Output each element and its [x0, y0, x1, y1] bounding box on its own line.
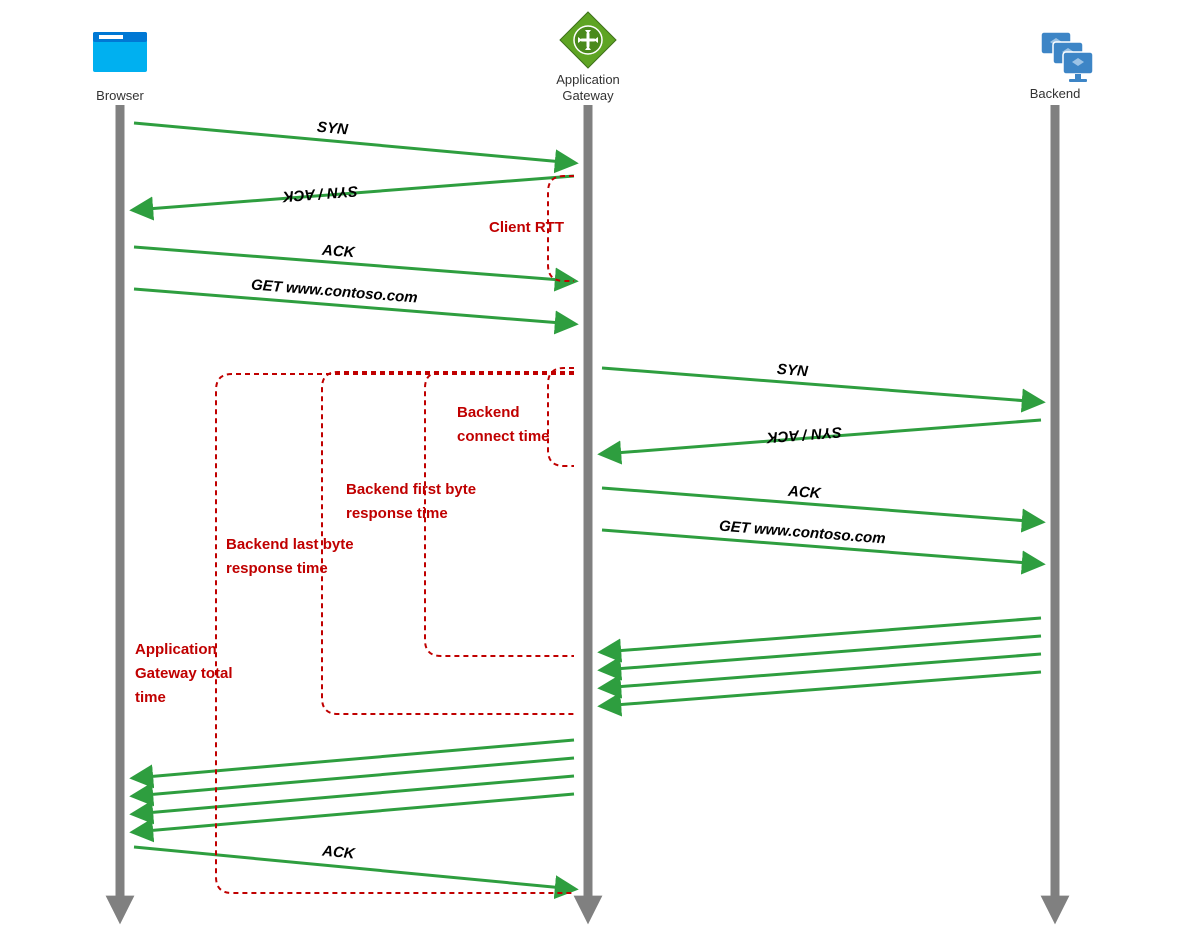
msg-label-right-1: SYN / ACK	[765, 423, 843, 446]
browser-label: Browser	[96, 88, 144, 103]
msg-label-right-3: GET www.contoso.com	[718, 518, 886, 548]
label-first-byte-1: Backend first byte	[346, 481, 476, 498]
msg-right-0	[602, 368, 1041, 402]
msg-right-5	[602, 636, 1041, 670]
msg-label-left-8: ACK	[320, 842, 356, 862]
label-client-rtt: Client RTT	[489, 219, 564, 236]
msg-right-2	[602, 488, 1041, 522]
msg-left-5	[134, 758, 574, 796]
bracket-backend-connect	[548, 368, 574, 466]
backend-icon	[1041, 32, 1093, 82]
label-total-3: time	[135, 689, 166, 706]
msg-right-7	[602, 672, 1041, 706]
bracket-last-byte	[322, 372, 574, 714]
gateway-label-1: Application	[556, 72, 620, 87]
msg-label-right-0: SYN	[776, 361, 809, 380]
msg-label-left-1: SYN / ACK	[281, 182, 359, 205]
msg-label-left-0: SYN	[316, 119, 349, 139]
msg-left-0	[134, 123, 574, 163]
msg-left-6	[134, 776, 574, 814]
label-last-byte-2: response time	[226, 560, 328, 577]
msg-right-4	[602, 618, 1041, 652]
msg-label-right-2: ACK	[786, 483, 822, 503]
label-total-1: Application	[135, 641, 217, 658]
gateway-icon	[560, 12, 616, 68]
msg-left-4	[134, 740, 574, 778]
bracket-total	[216, 374, 574, 893]
msg-label-left-2: ACK	[320, 242, 356, 262]
label-backend-connect-2: connect time	[457, 428, 550, 445]
msg-label-left-3: GET www.contoso.com	[250, 276, 418, 306]
msg-right-6	[602, 654, 1041, 688]
label-last-byte-1: Backend last byte	[226, 536, 354, 553]
browser-icon	[93, 32, 147, 72]
gateway-label-2: Gateway	[562, 88, 614, 103]
backend-label: Backend	[1030, 86, 1081, 101]
msg-left-7	[134, 794, 574, 832]
label-backend-connect-1: Backend	[457, 404, 520, 421]
label-first-byte-2: response time	[346, 505, 448, 522]
label-total-2: Gateway total	[135, 665, 233, 682]
